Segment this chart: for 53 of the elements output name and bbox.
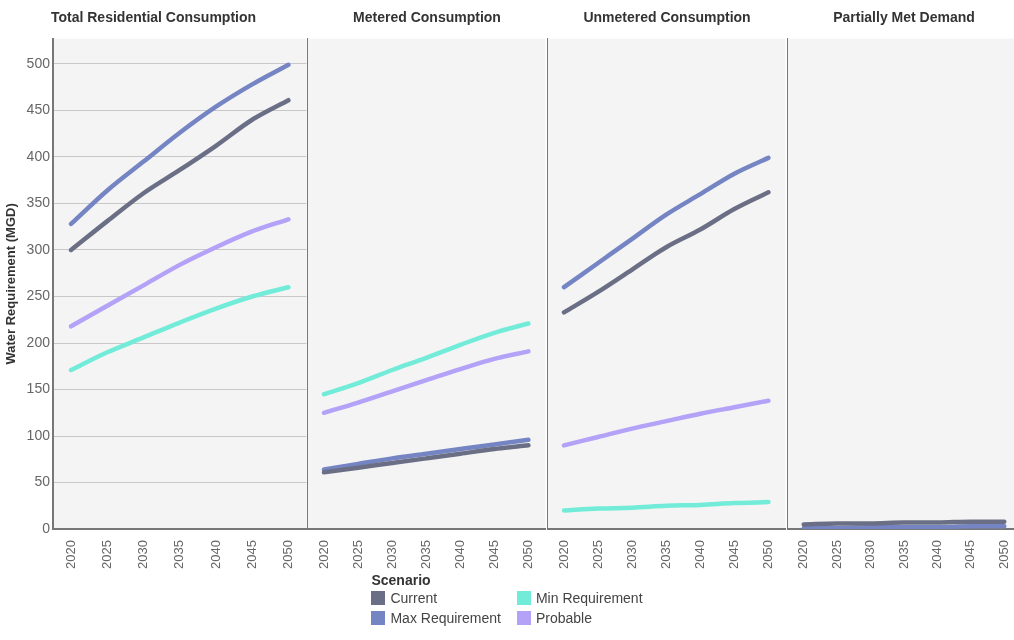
y-axis-title: Water Requirement (MGD)	[3, 203, 19, 365]
x-tick-label: 2030	[623, 540, 639, 569]
y-tick-label: 0	[42, 519, 51, 536]
x-tick-label: 2035	[171, 540, 187, 569]
chart-title: Unmetered Consumption	[583, 9, 751, 26]
legend-label: Probable	[535, 609, 592, 628]
y-tick-label: 100	[26, 426, 51, 443]
chart-title: Metered Consumption	[353, 9, 501, 26]
x-tick-label: 2045	[962, 540, 978, 569]
x-tick-label: 2025	[589, 540, 605, 569]
x-tick-label: 2035	[895, 540, 911, 569]
x-tick-label: 2035	[657, 540, 673, 569]
x-tick-label: 2050	[279, 540, 295, 569]
x-tick-label: 2050	[759, 540, 775, 569]
y-tick-label: 450	[26, 101, 51, 118]
x-tick-label: 2040	[207, 540, 223, 569]
x-tick-label: 2030	[862, 540, 878, 569]
line-series	[68, 284, 291, 373]
x-tick-label: 2020	[555, 540, 571, 569]
x-tick-label: 2050	[995, 540, 1011, 569]
x-tick-label: 2020	[62, 540, 78, 569]
y-tick-label: 500	[26, 54, 51, 71]
x-tick-label: 2040	[451, 540, 467, 569]
legend-label: Current	[390, 589, 438, 608]
y-tick-label: 400	[26, 147, 51, 164]
x-tick-label: 2025	[98, 540, 114, 569]
x-tick-label: 2025	[349, 540, 365, 569]
x-tick-label: 2040	[691, 540, 707, 569]
legend-title: Scenario	[371, 572, 432, 588]
x-tick-label: 2045	[243, 540, 259, 569]
y-tick-label: 350	[26, 194, 51, 211]
chart-title: Total Residential Consumption	[50, 9, 257, 26]
y-tick-label: 300	[26, 240, 51, 257]
x-tick-label: 2045	[485, 540, 501, 569]
x-tick-label: 2030	[383, 540, 399, 569]
legend-label: Max Requirement	[390, 609, 501, 628]
y-tick-label: 200	[26, 333, 51, 350]
x-tick-label: 2040	[929, 540, 945, 569]
x-tick-label: 2025	[828, 540, 844, 569]
legend-label: Min Requirement	[535, 589, 643, 608]
y-tick-label: 150	[26, 380, 51, 397]
line-series	[68, 97, 291, 253]
x-tick-label: 2030	[135, 540, 151, 569]
y-tick-label: 250	[26, 287, 51, 304]
line-series	[68, 217, 291, 329]
line-series	[68, 62, 291, 227]
x-tick-label: 2035	[417, 540, 433, 569]
x-tick-label: 2050	[519, 540, 535, 569]
x-tick-label: 2020	[795, 540, 811, 569]
chart-title: Partially Met Demand	[833, 9, 975, 26]
x-tick-label: 2045	[725, 540, 741, 569]
x-tick-label: 2020	[315, 540, 331, 569]
y-tick-label: 50	[34, 473, 51, 490]
